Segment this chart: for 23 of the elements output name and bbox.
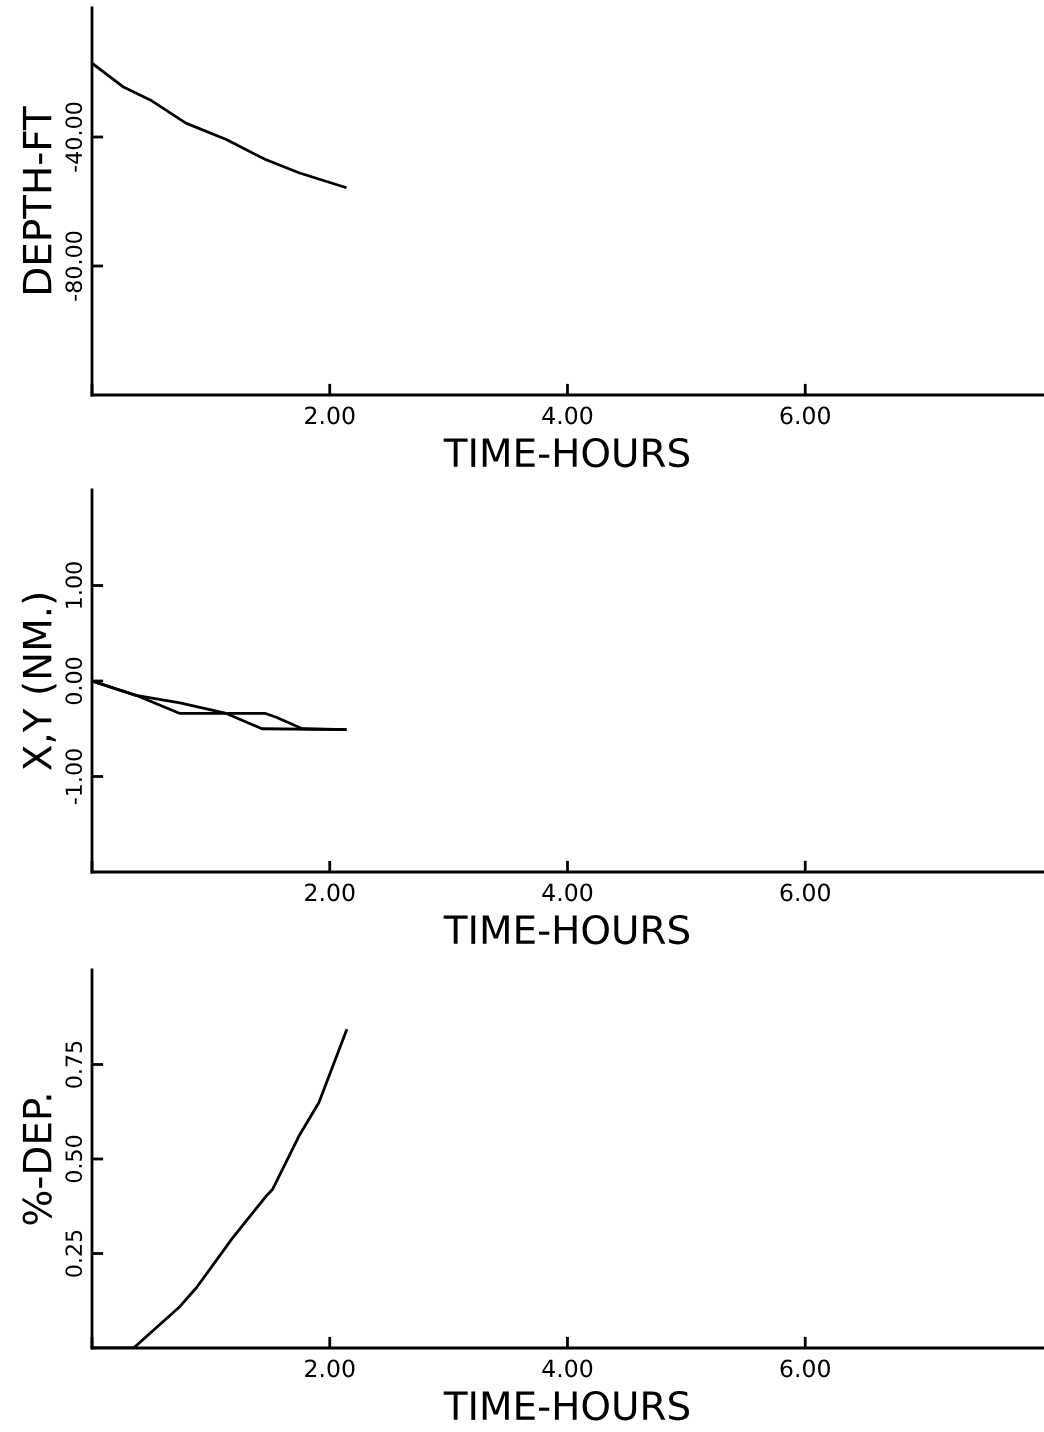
x-tick-label: 4.00: [542, 1359, 593, 1378]
y-axis-title: %-DEP.: [22, 1095, 52, 1225]
x-axis-title: TIME-HOURS: [443, 914, 690, 945]
x-tick-label: 4.00: [542, 406, 593, 425]
x-tick-label: 6.00: [780, 883, 830, 902]
x-tick-label: 6.00: [780, 406, 830, 425]
y-tick-label: 0.50: [65, 1135, 83, 1183]
x-axis-title: TIME-HOURS: [443, 437, 690, 468]
y-tick-label: 0.25: [65, 1230, 83, 1277]
y-axis-title: DEPTH-FT: [22, 106, 52, 293]
y-tick-label: -1.00: [65, 749, 83, 805]
x-tick-label: 2.00: [305, 883, 355, 902]
y-tick-label: 0.75: [65, 1041, 83, 1088]
x-tick-label: 2.00: [305, 1359, 355, 1378]
x-tick-label: 4.00: [542, 883, 593, 902]
x-tick-label: 6.00: [780, 1359, 830, 1378]
y-tick-label: 0.00: [65, 657, 83, 705]
y-tick-label: -40.00: [65, 102, 83, 172]
x-tick-label: 2.00: [305, 406, 355, 425]
y-tick-label: -80.00: [65, 231, 83, 301]
y-axis-title: X,Y (NM.): [21, 594, 57, 771]
y-tick-label: 1.00: [65, 562, 83, 608]
x-axis-title: TIME-HOURS: [443, 1390, 690, 1421]
